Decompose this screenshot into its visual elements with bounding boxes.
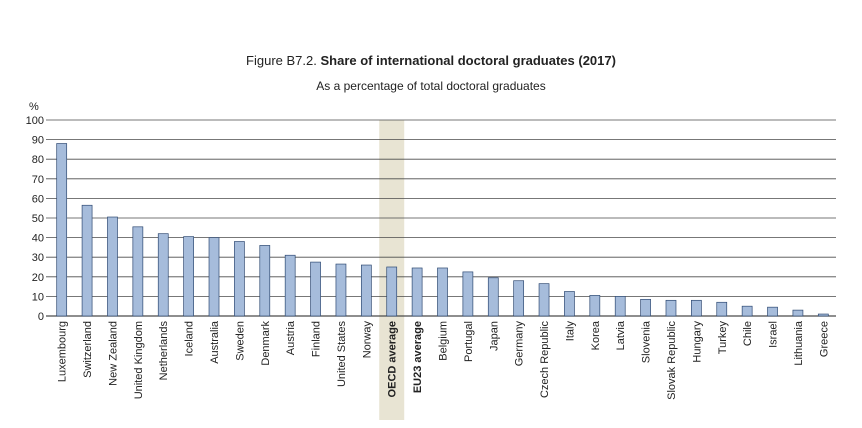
bar — [132, 226, 144, 317]
bar — [284, 254, 296, 317]
bar — [614, 296, 626, 317]
bar — [335, 263, 347, 317]
y-tick-label: 30 — [32, 252, 44, 264]
x-tick-label: Latvia — [615, 320, 627, 350]
bar — [817, 313, 829, 317]
bar — [487, 277, 499, 317]
y-tick-label: 90 — [32, 135, 44, 147]
bar — [640, 298, 651, 317]
bar — [538, 283, 550, 317]
bar — [462, 271, 474, 317]
x-tick-label: United Kingdom — [133, 321, 145, 399]
bar — [107, 216, 118, 317]
x-tick-label: Netherlands — [158, 321, 170, 381]
y-tick-label: 70 — [32, 174, 44, 186]
bar — [792, 309, 804, 317]
y-tick-label: 80 — [32, 154, 44, 166]
bar — [589, 295, 601, 317]
x-tick-label: Sweden — [234, 321, 246, 361]
x-tick-label: OECD average — [387, 321, 399, 397]
x-tick-label: Hungary — [691, 321, 703, 363]
x-tick-label: Israel — [768, 321, 780, 348]
x-tick-label: Australia — [209, 320, 221, 364]
bar — [513, 280, 525, 317]
x-tick-label: Slovenia — [641, 320, 653, 363]
y-axis-label: % — [29, 101, 39, 113]
y-tick-label: 20 — [32, 272, 44, 284]
bar — [259, 245, 271, 317]
x-tick-label: Slovak Republic — [666, 321, 678, 400]
x-tick-label: Finland — [311, 321, 323, 357]
x-tick-label: Greece — [818, 321, 830, 357]
x-tick-label: Germany — [514, 321, 526, 367]
x-tick-label: Luxembourg — [57, 321, 69, 382]
bar — [665, 299, 677, 317]
y-tick-label: 10 — [32, 291, 44, 303]
bar — [310, 261, 321, 317]
x-tick-label: Switzerland — [82, 321, 94, 378]
x-tick-label: Turkey — [717, 321, 729, 355]
y-tick-label: 60 — [32, 193, 44, 205]
figure-title: Share of international doctoral graduate… — [320, 53, 616, 68]
bar — [716, 301, 728, 317]
chart-title: Figure B7.2. Share of international doct… — [0, 53, 862, 68]
bar — [360, 264, 372, 317]
y-tick-label: 50 — [32, 213, 44, 225]
bar — [767, 306, 778, 317]
bar — [691, 299, 702, 317]
bar — [81, 204, 93, 317]
chart-subtitle: As a percentage of total doctoral gradua… — [316, 79, 546, 93]
y-tick-label: 0 — [38, 311, 44, 323]
x-tick-label: Korea — [590, 320, 602, 350]
bar — [56, 143, 68, 317]
x-tick-label: United States — [336, 321, 348, 388]
x-tick-label: Austria — [285, 320, 297, 355]
x-tick-label: New Zealand — [107, 321, 119, 386]
bar — [386, 266, 398, 317]
x-tick-label: Italy — [564, 321, 576, 342]
x-tick-label: Norway — [361, 321, 373, 359]
bar — [564, 291, 575, 317]
y-tick-label: 40 — [32, 233, 44, 245]
bar — [234, 241, 245, 317]
x-tick-label: Denmark — [260, 321, 272, 366]
x-tick-label: Belgium — [438, 321, 450, 361]
x-tick-label: Chile — [742, 321, 754, 346]
bar — [183, 236, 194, 317]
bar — [741, 305, 753, 317]
x-tick-label: Portugal — [463, 321, 475, 362]
bar — [411, 267, 423, 317]
x-tick-label: Iceland — [184, 321, 196, 356]
x-tick-label: Czech Republic — [539, 321, 551, 399]
figure-number: Figure B7.2. — [246, 53, 317, 68]
x-tick-label: Japan — [488, 321, 500, 351]
bar — [157, 233, 169, 317]
bar — [208, 237, 220, 317]
x-tick-label: EU23 average — [412, 321, 424, 393]
y-tick-label: 100 — [26, 115, 44, 127]
x-tick-label: Lithuania — [793, 320, 805, 366]
bar — [437, 267, 448, 317]
